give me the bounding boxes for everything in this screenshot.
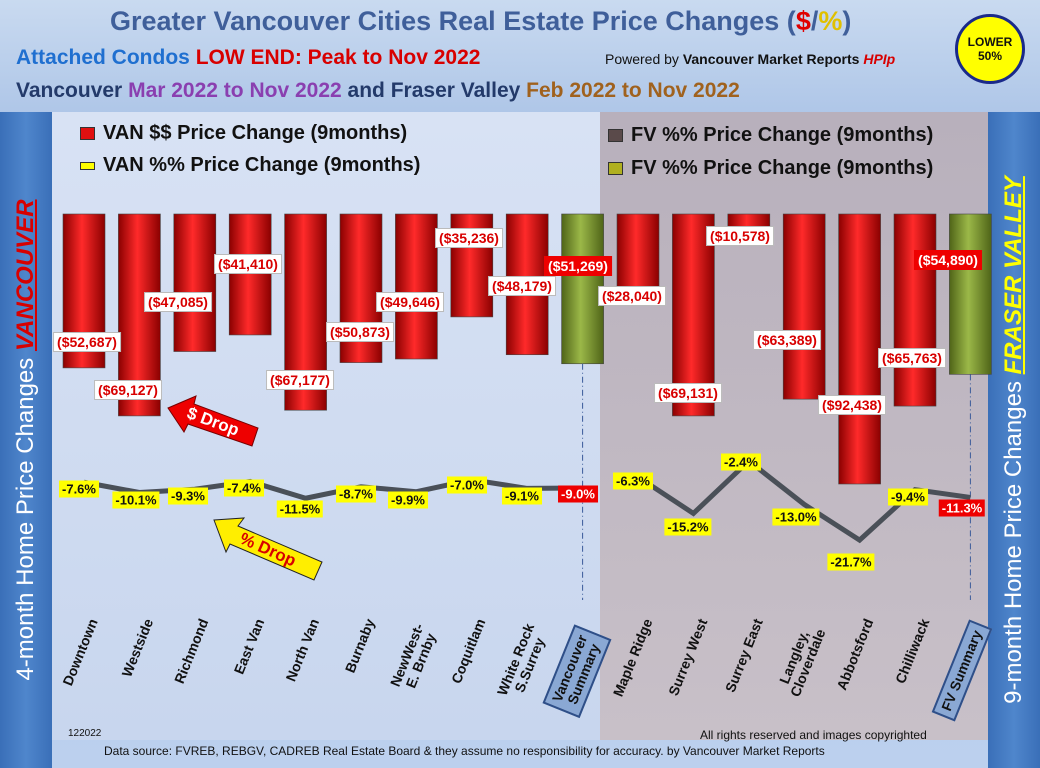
- bar-11: [672, 213, 715, 417]
- pct-label-6: -9.9%: [388, 491, 428, 509]
- left-sidebar: 4-month Home Price Changes VANCOUVER: [0, 112, 52, 768]
- pct-label-3: -7.4%: [224, 479, 264, 497]
- dollar-label-12: ($10,578): [706, 226, 774, 246]
- category-label-0: Downtown: [59, 616, 101, 688]
- dollar-drop-label: $ Drop: [184, 403, 242, 440]
- dollar-label-0: ($52,687): [53, 332, 121, 352]
- category-label-7: Coquitlam: [448, 616, 489, 686]
- pct-label-1: -10.1%: [112, 491, 160, 509]
- category-label-4: North Van: [282, 616, 323, 684]
- bar-15: [893, 213, 937, 407]
- legend-fv-pct: FV %% Price Change (9months): [608, 157, 933, 180]
- powered-by: Powered by Vancouver Market Reports HPIp: [605, 51, 896, 67]
- footer-id: 122022: [68, 728, 102, 739]
- dollar-drop-arrow: [167, 395, 259, 447]
- category-label-16: FV Summary: [931, 619, 992, 722]
- dollar-label-7: ($35,236): [435, 228, 503, 248]
- dollar-label-14: ($92,438): [818, 395, 886, 415]
- category-label-13: Langley, Cloverdale: [775, 626, 829, 699]
- pct-label-8: -9.1%: [502, 487, 542, 505]
- category-label-15: Chilliwack: [891, 616, 932, 686]
- dollar-label-8: ($48,179): [488, 276, 556, 296]
- category-label-12: Surrey East: [721, 616, 766, 695]
- pct-label-5: -8.7%: [336, 485, 376, 503]
- pct-label-11: -15.2%: [664, 518, 712, 536]
- dollar-label-9: ($51,269): [544, 256, 612, 276]
- dollar-label-3: ($41,410): [214, 254, 282, 274]
- chart-title: Greater Vancouver Cities Real Estate Pri…: [110, 6, 852, 36]
- dollar-label-11: ($69,131): [654, 383, 722, 403]
- footer-source: Data source: FVREB, REBGV, CADREB Real E…: [104, 744, 825, 758]
- category-label-1: Westside: [118, 616, 157, 680]
- category-label-3: East Van: [230, 616, 268, 677]
- footer-rights: All rights reserved and images copyright…: [700, 728, 927, 742]
- category-label-2: Richmond: [171, 616, 212, 686]
- pct-drop-arrow: [213, 517, 323, 581]
- dollar-label-5: ($50,873): [326, 322, 394, 342]
- bar-9: [561, 213, 604, 365]
- right-sidebar: 9-month Home Price Changes FRASER VALLEY: [988, 112, 1040, 768]
- legend-van-pct: VAN %% Price Change (9months): [80, 154, 420, 177]
- subtitle-line-2: Vancouver Mar 2022 to Nov 2022 and Frase…: [16, 79, 740, 102]
- category-label-5: Burnaby: [341, 616, 378, 675]
- pct-label-12: -2.4%: [721, 453, 761, 471]
- bar-14: [838, 213, 881, 485]
- dollar-label-1: ($69,127): [94, 380, 162, 400]
- pct-series-line-0: [83, 477, 583, 501]
- pct-label-16: -11.3%: [938, 499, 986, 517]
- pct-label-14: -21.7%: [827, 553, 875, 571]
- pct-label-15: -9.4%: [888, 488, 928, 506]
- pct-label-7: -7.0%: [447, 476, 487, 494]
- legend-van-dollar: VAN $$ Price Change (9months): [80, 122, 407, 145]
- pct-label-9: -9.0%: [558, 485, 598, 503]
- dollar-label-10: ($28,040): [598, 286, 666, 306]
- legend-fv-dollar: FV %% Price Change (9months): [608, 124, 933, 147]
- bar-10: [616, 213, 660, 297]
- bar-3: [228, 213, 272, 336]
- bar-6: [395, 213, 438, 360]
- dollar-label-6: ($49,646): [376, 292, 444, 312]
- pct-label-13: -13.0%: [772, 508, 820, 526]
- category-label-6: NewWest- E. Brnby: [386, 621, 439, 691]
- bar-2: [173, 213, 217, 352]
- subtitle-line-1: Attached Condos LOW END: Peak to Nov 202…: [16, 46, 481, 69]
- category-label-10: Maple Ridge: [609, 616, 655, 699]
- bar-16: [949, 213, 992, 375]
- lower-50-badge: LOWER 50%: [955, 14, 1025, 84]
- category-label-14: Abbotsford: [833, 616, 877, 693]
- pct-label-10: -6.3%: [613, 472, 653, 490]
- dollar-label-16: ($54,890): [914, 250, 982, 270]
- dollar-label-13: ($63,389): [753, 330, 821, 350]
- pct-label-2: -9.3%: [168, 487, 208, 505]
- pct-label-0: -7.6%: [59, 480, 99, 498]
- bar-13: [782, 213, 826, 400]
- dollar-label-15: ($65,763): [878, 348, 946, 368]
- category-label-9: Vancouver Summary: [542, 624, 612, 719]
- dollar-label-2: ($47,085): [144, 292, 212, 312]
- dollar-label-4: ($67,177): [266, 370, 334, 390]
- pct-label-4: -11.5%: [276, 500, 324, 518]
- category-label-11: Surrey West: [665, 616, 711, 698]
- category-label-8: White Rock S.Surrey: [493, 621, 548, 698]
- pct-drop-label: % Drop: [236, 528, 299, 571]
